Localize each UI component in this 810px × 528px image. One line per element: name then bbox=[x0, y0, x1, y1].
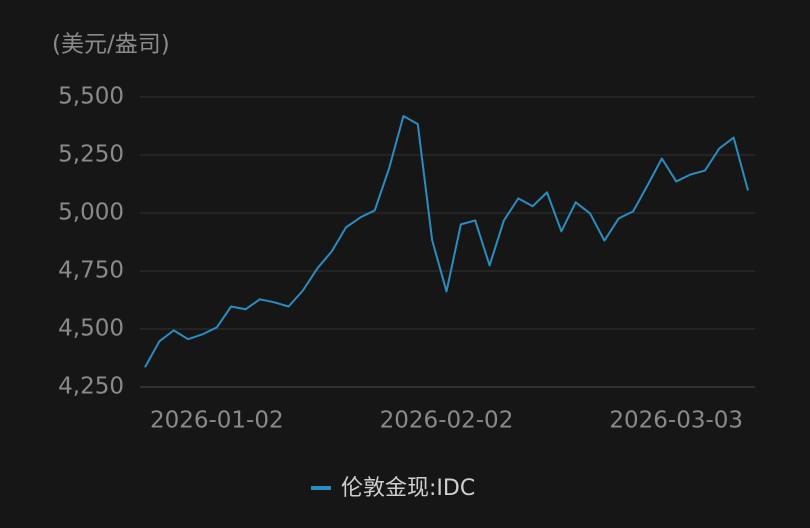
x-tick-label: 2026-01-02 bbox=[150, 408, 284, 434]
y-tick-label: 4,500 bbox=[58, 316, 124, 342]
y-tick-label: 5,500 bbox=[58, 84, 124, 110]
series-line bbox=[144, 115, 749, 368]
x-tick-label: 2026-03-03 bbox=[609, 408, 743, 434]
y-tick-label: 5,000 bbox=[58, 200, 124, 226]
y-tick-label: 4,250 bbox=[58, 374, 124, 400]
x-tick-label: 2026-02-02 bbox=[380, 408, 514, 434]
legend-text: 伦敦金现:IDC bbox=[341, 476, 475, 501]
y-axis-label: (美元/盎司) bbox=[52, 32, 170, 58]
y-tick-label: 4,750 bbox=[58, 258, 124, 284]
legend-swatch bbox=[311, 486, 331, 490]
y-tick-label: 5,250 bbox=[58, 142, 124, 168]
